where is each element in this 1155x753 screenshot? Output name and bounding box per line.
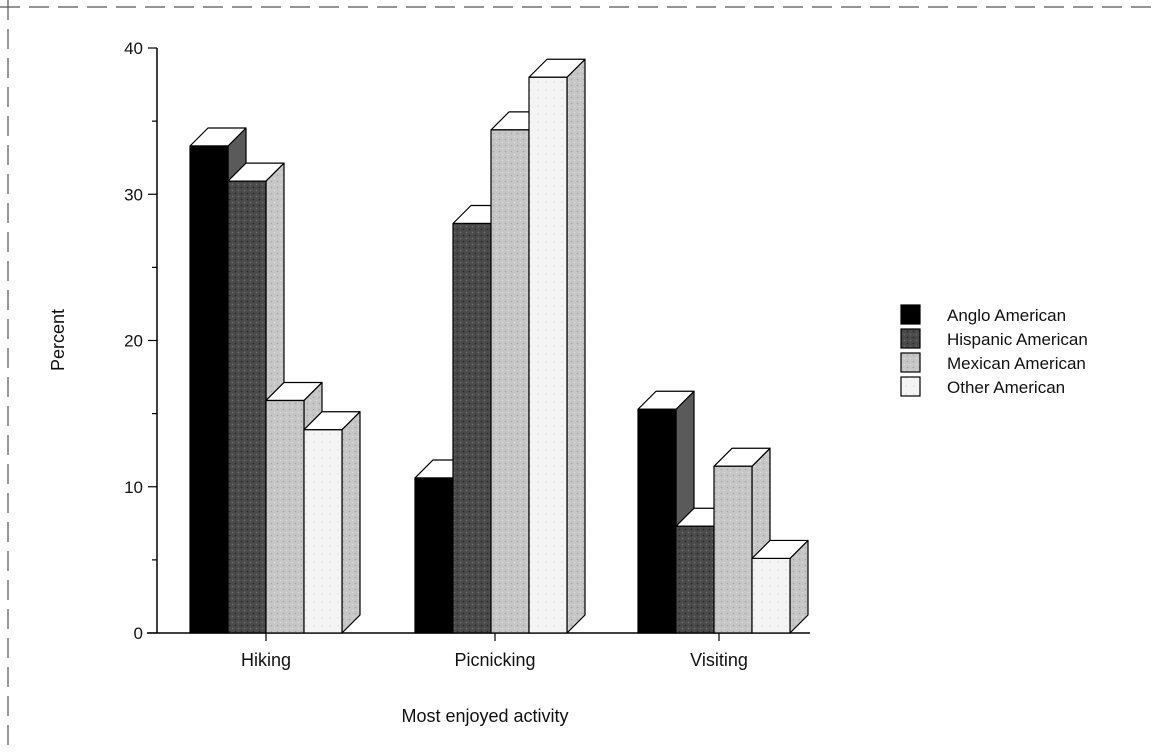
x-axis-title: Most enjoyed activity	[401, 706, 568, 726]
bar-front	[637, 408, 677, 634]
bar	[303, 411, 361, 634]
legend-label: Other American	[947, 378, 1065, 397]
x-category-label: Picnicking	[454, 650, 535, 670]
bar-front	[189, 145, 229, 634]
y-tick-label: 20	[124, 332, 143, 351]
y-ticks: 0 10 20 30 40	[124, 39, 157, 643]
bar-front	[713, 465, 753, 634]
bar-side	[566, 58, 586, 634]
bar-front	[414, 477, 454, 634]
legend-swatch	[900, 376, 921, 397]
bars	[189, 58, 809, 634]
x-category-label: Hiking	[241, 650, 291, 670]
bar-front	[490, 129, 530, 634]
legend: Anglo American Hispanic American Mexican A…	[900, 304, 1088, 397]
y-axis-title: Percent	[48, 309, 68, 371]
bar-front	[528, 76, 568, 634]
legend-label: Anglo American	[947, 306, 1066, 325]
bar	[528, 58, 586, 634]
bar-front	[675, 525, 715, 634]
legend-swatch	[900, 352, 921, 373]
bar-front	[227, 180, 267, 634]
y-tick-label: 0	[134, 624, 143, 643]
bar-front	[265, 399, 305, 634]
x-category-labels: Hiking Picnicking Visiting	[241, 633, 748, 670]
y-tick-label: 40	[124, 39, 143, 58]
legend-label: Hispanic American	[947, 330, 1088, 349]
y-tick-label: 10	[124, 478, 143, 497]
legend-label: Mexican American	[947, 354, 1086, 373]
y-tick-label: 30	[124, 185, 143, 204]
bar-side	[341, 411, 361, 634]
legend-swatch	[900, 304, 921, 325]
x-category-label: Visiting	[690, 650, 748, 670]
legend-swatch	[900, 328, 921, 349]
bar-front	[303, 429, 343, 634]
bar-front	[452, 222, 492, 634]
bar-front	[751, 557, 791, 634]
bar	[751, 539, 809, 634]
